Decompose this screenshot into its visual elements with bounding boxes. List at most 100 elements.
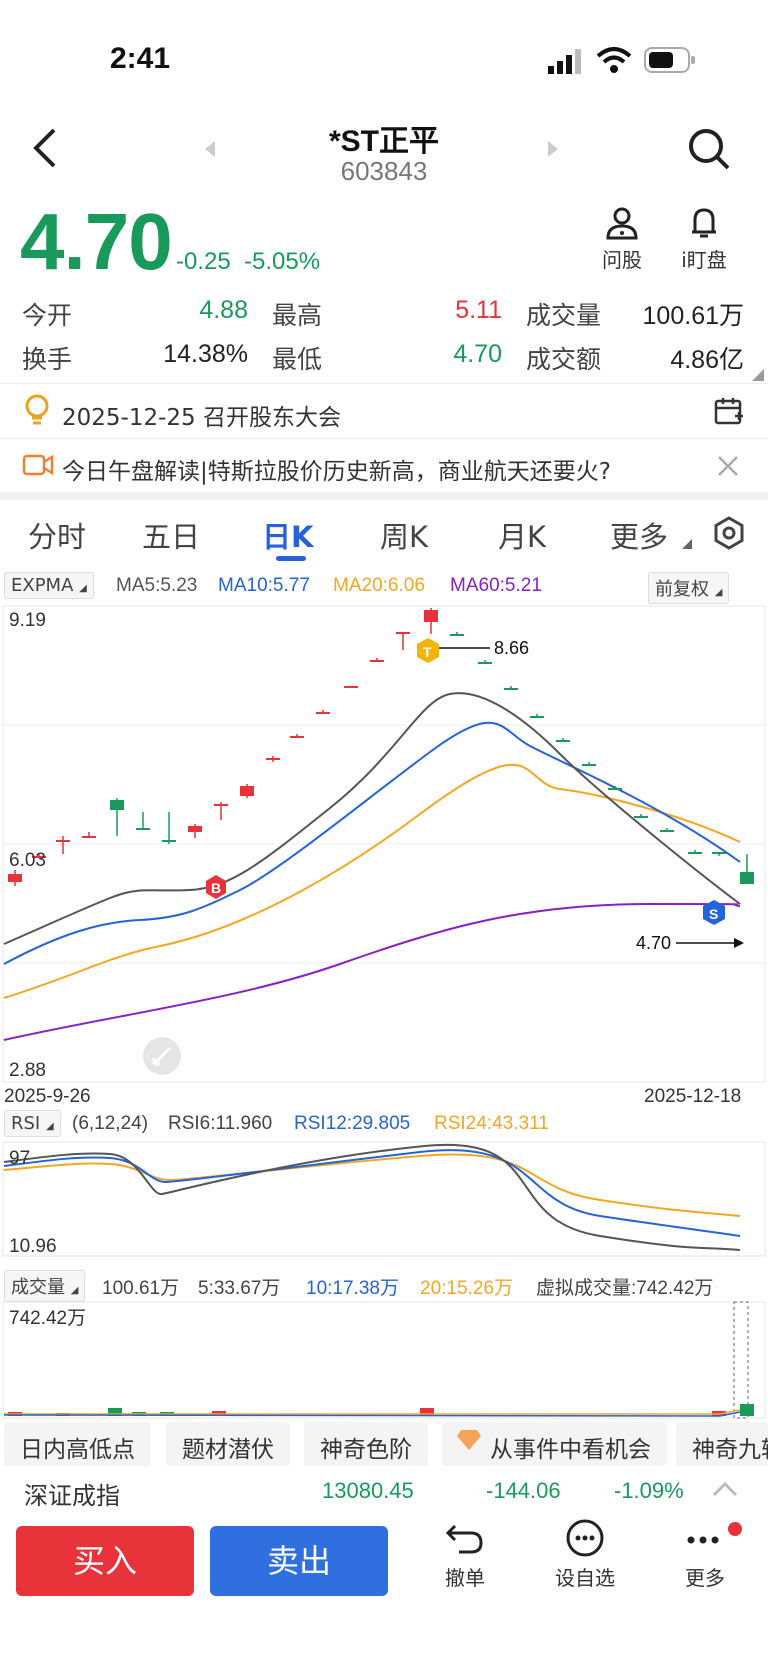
svg-text:T: T xyxy=(423,644,432,660)
volume-label: 成交量 xyxy=(526,301,602,330)
ma5-legend: MA5:5.23 xyxy=(116,575,198,596)
chip-theme-ambush[interactable]: 题材潜伏 xyxy=(166,1422,290,1466)
notice-news[interactable]: 今日午盘解读|特斯拉股价历史新高，商业航天还要火? xyxy=(0,440,768,492)
chip-intraday-high-low[interactable]: 日内高低点 xyxy=(4,1422,151,1466)
add-favorite-button[interactable]: 设自选 xyxy=(540,1518,630,1591)
divider xyxy=(0,383,768,384)
ask-stock-button[interactable]: 问股 xyxy=(582,206,662,273)
sell-badge[interactable]: S xyxy=(703,900,725,925)
calendar-add-icon[interactable] xyxy=(714,396,744,430)
prev-stock-arrow-icon[interactable] xyxy=(203,140,217,162)
wifi-icon xyxy=(596,46,632,78)
dropdown-corner-icon: ◢ xyxy=(714,587,723,598)
volume-current: 100.61万 xyxy=(102,1278,180,1299)
kline-chart[interactable]: 8.66 4.70 B T S 9.19 6.03 2.88 xyxy=(0,604,768,1084)
tab-five-day[interactable]: 五日 xyxy=(142,520,201,554)
candle-body xyxy=(8,874,22,882)
last-arrow xyxy=(676,938,744,948)
add-favorite-label: 设自选 xyxy=(555,1566,615,1590)
rsi-frame xyxy=(2,1141,766,1257)
close-icon[interactable] xyxy=(716,454,740,482)
expand-corner-icon[interactable] xyxy=(752,366,764,385)
ma10-line xyxy=(3,721,741,965)
divider xyxy=(0,438,768,439)
rsi12-legend: RSI12:29.805 xyxy=(294,1113,411,1134)
tab-more[interactable]: 更多 xyxy=(610,520,669,554)
tab-weekly-k[interactable]: 周K xyxy=(380,520,429,554)
volume-ma20: 20:15.26万 xyxy=(420,1278,513,1299)
candle-body xyxy=(712,852,726,854)
chip-magic-color[interactable]: 神奇色阶 xyxy=(304,1422,428,1466)
candle-body xyxy=(344,686,358,688)
dropdown-corner-icon: ◢ xyxy=(79,583,87,594)
svg-text:S: S xyxy=(709,906,718,922)
rsi12-line xyxy=(3,1149,741,1237)
t-badge[interactable]: T xyxy=(417,638,439,663)
volume-selector[interactable]: 成交量 ◢ xyxy=(4,1270,86,1302)
next-stock-arrow-icon[interactable] xyxy=(546,140,560,162)
candle-body xyxy=(162,840,176,842)
volume-chart[interactable]: 742.42万 xyxy=(0,1300,768,1420)
notice-meeting-text: 2025-12-25 召开股东大会 xyxy=(62,405,341,431)
notice-meeting[interactable]: 2025-12-25 召开股东大会 xyxy=(0,386,768,438)
indicator-selector[interactable]: EXPMA ◢ xyxy=(4,572,94,599)
bell-icon xyxy=(664,206,744,244)
rsi-name: RSI xyxy=(11,1113,41,1134)
tab-intraday[interactable]: 分时 xyxy=(28,520,87,554)
ma60-line xyxy=(3,902,741,1041)
rsi-selector[interactable]: RSI ◢ xyxy=(4,1110,61,1137)
candle-body xyxy=(370,660,384,662)
index-change: -144.06 xyxy=(486,1478,561,1503)
high-value: 5.11 xyxy=(455,296,502,324)
sell-button[interactable]: 卖出 xyxy=(210,1526,388,1596)
date-start: 2025-9-26 xyxy=(4,1086,91,1107)
chevron-up-icon[interactable] xyxy=(712,1480,738,1502)
candle-body xyxy=(688,852,702,854)
rsi6-legend: RSI6:11.960 xyxy=(168,1113,273,1134)
ma60-legend: MA60:5.21 xyxy=(450,575,542,596)
y-axis-top: 9.19 xyxy=(9,610,46,631)
watch-button[interactable]: i盯盘 xyxy=(664,206,744,273)
index-bar[interactable]: 深证成指 13080.45 -144.06 -1.09% xyxy=(0,1466,768,1516)
y-axis-mid: 6.03 xyxy=(9,850,46,871)
ma20-line xyxy=(3,763,741,999)
candle-body xyxy=(240,786,254,796)
volume-ma-line xyxy=(3,1411,741,1417)
candle-body xyxy=(396,632,410,634)
adjust-selector[interactable]: 前复权 ◢ xyxy=(648,572,730,604)
candle-body xyxy=(290,736,304,738)
candlesticks xyxy=(8,608,754,886)
volume-name: 成交量 xyxy=(11,1277,65,1298)
more-button[interactable]: 更多 xyxy=(660,1518,750,1591)
candle-body xyxy=(634,816,648,818)
open-value: 4.88 xyxy=(199,296,248,324)
chip-magic-nine[interactable]: 神奇九转 xyxy=(676,1422,768,1466)
search-icon[interactable] xyxy=(688,128,732,176)
tab-daily-k[interactable]: 日K xyxy=(262,520,314,554)
rsi-chart[interactable]: 97 10.96 xyxy=(0,1140,768,1258)
candle-body xyxy=(82,836,96,838)
y-axis-bottom: 2.88 xyxy=(9,1060,46,1081)
turnover-label: 换手 xyxy=(22,345,73,374)
buy-badge[interactable]: B xyxy=(206,875,226,899)
tab-monthly-k[interactable]: 月K xyxy=(498,520,547,554)
index-name: 深证成指 xyxy=(24,1482,120,1510)
undo-icon xyxy=(420,1518,510,1562)
candle-body xyxy=(608,788,622,790)
svg-text:B: B xyxy=(211,880,221,896)
candle-body xyxy=(188,826,202,832)
back-button[interactable] xyxy=(26,126,66,170)
cancel-order-button[interactable]: 撤单 xyxy=(420,1518,510,1591)
dropdown-corner-icon: ◢ xyxy=(70,1285,79,1296)
last-price-label: 4.70 xyxy=(636,933,671,953)
rsi-y-top: 97 xyxy=(9,1148,30,1169)
candle-body xyxy=(214,804,228,806)
chat-dots-icon xyxy=(540,1518,630,1562)
buy-button[interactable]: 买入 xyxy=(16,1526,194,1596)
draw-tool-icon[interactable] xyxy=(143,1037,181,1075)
lightbulb-icon xyxy=(24,394,50,432)
candle-body xyxy=(136,828,150,830)
chip-event-opportunity[interactable]: 从事件中看机会 xyxy=(442,1422,667,1466)
chart-settings-icon[interactable] xyxy=(712,516,746,554)
open-label: 今开 xyxy=(22,301,73,330)
